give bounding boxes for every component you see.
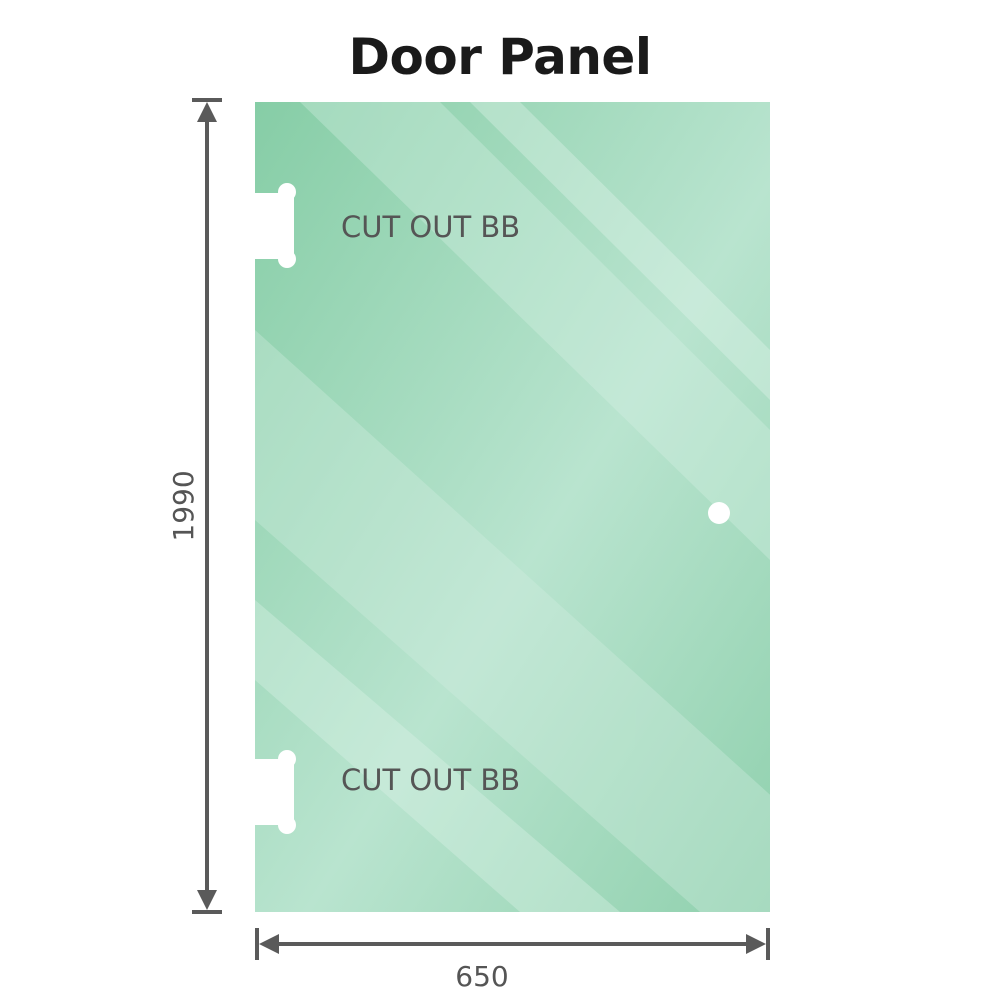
width-dimension-arrow bbox=[255, 928, 770, 960]
width-dimension-label: 650 bbox=[455, 960, 508, 993]
cutout-label-top: CUT OUT BB bbox=[341, 210, 520, 244]
cutout-top bbox=[250, 183, 296, 268]
cutout-label-bottom: CUT OUT BB bbox=[341, 763, 520, 797]
cutout-bottom bbox=[250, 750, 296, 834]
height-dimension-arrow bbox=[192, 98, 222, 914]
handle-hole bbox=[708, 502, 730, 524]
glass-panel bbox=[255, 102, 770, 912]
diagram-title: Door Panel bbox=[348, 28, 652, 86]
height-dimension-label: 1990 bbox=[167, 470, 200, 541]
